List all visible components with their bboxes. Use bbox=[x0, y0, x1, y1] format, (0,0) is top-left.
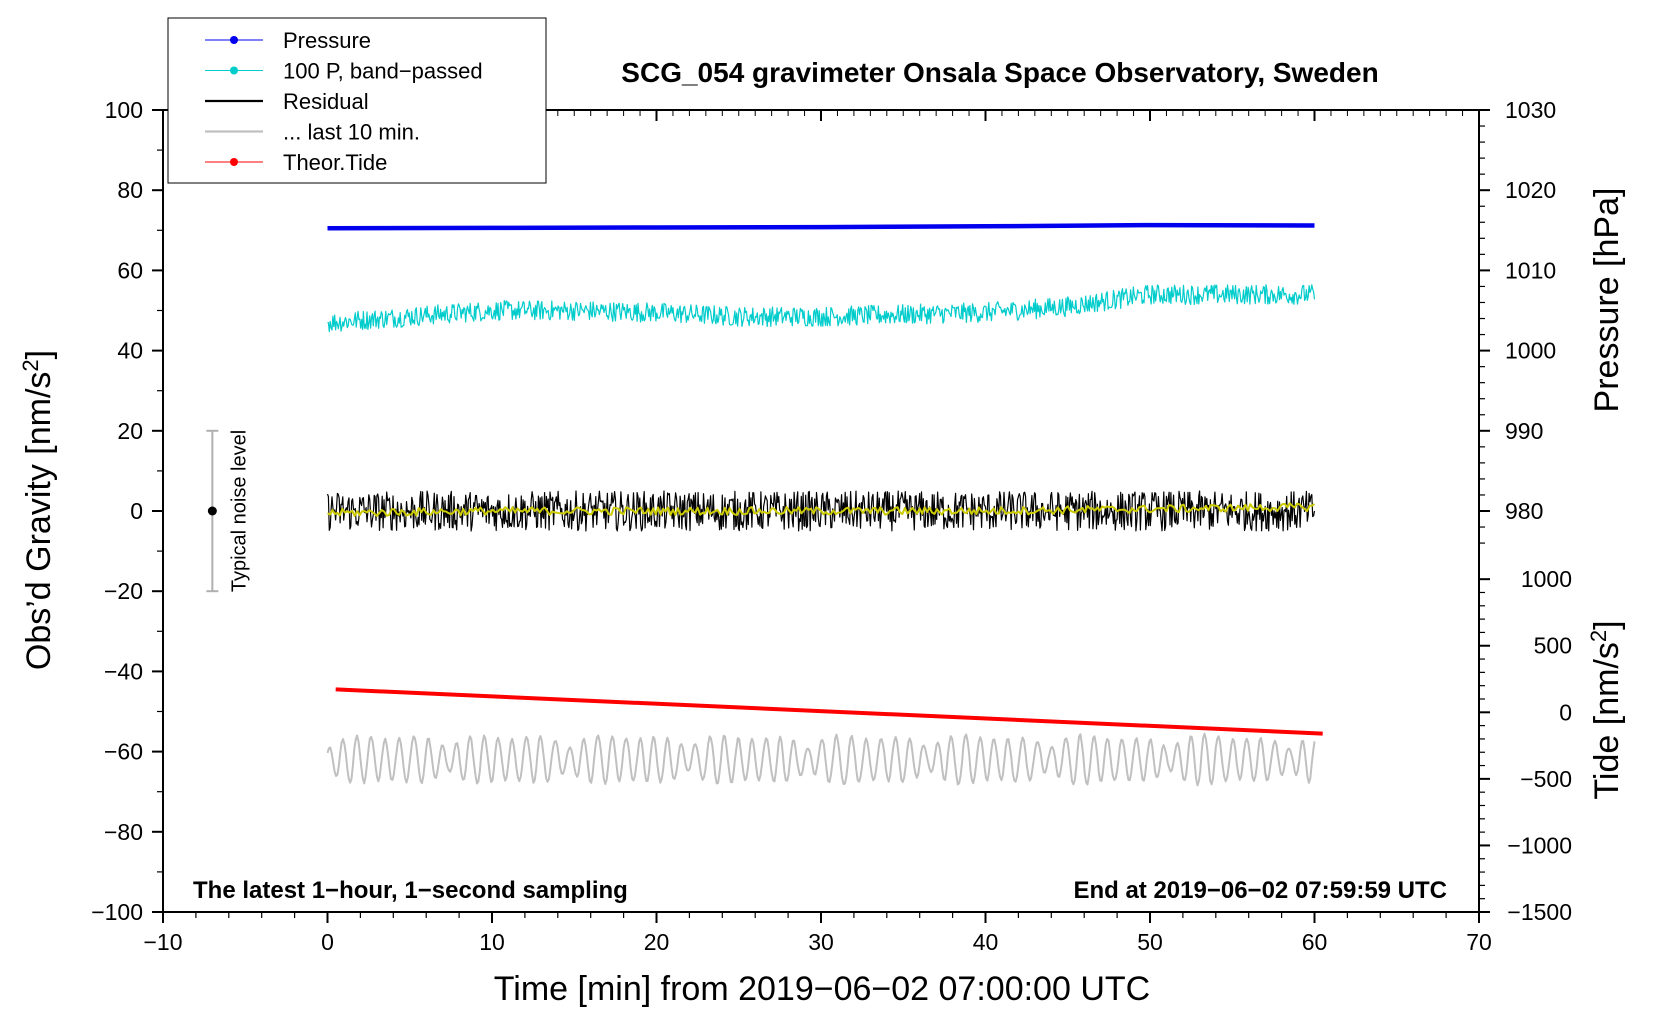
series-line-pressure bbox=[327, 222, 1315, 231]
legend-label-pressure: Pressure bbox=[283, 28, 371, 53]
x-axis-title: Time [min] from 2019−06−02 07:00:00 UTC bbox=[494, 970, 1150, 1008]
noise-label: Typical noise level bbox=[228, 430, 250, 592]
y-axis-title-tide: Tide [nm/s2] bbox=[1586, 620, 1626, 799]
y-tick-label: 20 bbox=[117, 418, 143, 444]
noise-marker: Typical noise level bbox=[206, 429, 250, 593]
legend-label-100-p-band-passed: 100 P, band−passed bbox=[283, 59, 483, 84]
y-axis-title-left: Obs’d Gravity [nm/s2] bbox=[18, 350, 58, 670]
x-tick-label: 10 bbox=[479, 929, 505, 955]
sampling-note: The latest 1−hour, 1−second sampling bbox=[193, 877, 628, 904]
y-tick-label: 100 bbox=[105, 97, 143, 123]
pressure-tick-label: 990 bbox=[1505, 418, 1543, 444]
legend-dot-pressure bbox=[230, 36, 238, 44]
legend-label-last-10-min: ... last 10 min. bbox=[283, 120, 420, 145]
pressure-tick-label: 1030 bbox=[1505, 97, 1556, 123]
series-line-last-10-min bbox=[326, 732, 1316, 787]
end-time-note: End at 2019−06−02 07:59:59 UTC bbox=[1073, 877, 1447, 904]
tide-tick-label: 500 bbox=[1534, 633, 1572, 659]
y-axis-title-left-sup: 2 bbox=[18, 359, 43, 371]
series-line-100-p-band-passed bbox=[327, 284, 1316, 333]
pressure-tick-label: 980 bbox=[1505, 498, 1543, 524]
y-tick-label: −100 bbox=[91, 899, 143, 925]
y-axis-title-left-close: ] bbox=[20, 350, 58, 359]
y-axis-title-left-base: Obs’d Gravity [nm/s bbox=[20, 372, 58, 671]
series-line-residual-smoothed bbox=[327, 502, 1316, 517]
y-axis-title-tide-close: ] bbox=[1588, 620, 1626, 629]
series-line-theor-tide bbox=[335, 687, 1323, 736]
y-tick-label: −60 bbox=[104, 739, 143, 765]
tide-tick-label: −1000 bbox=[1507, 832, 1572, 858]
x-tick-label: −10 bbox=[143, 929, 182, 955]
y-tick-label: 40 bbox=[117, 338, 143, 364]
y-axis-title-tide-sup: 2 bbox=[1586, 630, 1611, 642]
pressure-tick-label: 1020 bbox=[1505, 177, 1556, 203]
tide-tick-label: −500 bbox=[1520, 766, 1572, 792]
pressure-tick-label: 1000 bbox=[1505, 338, 1556, 364]
x-tick-label: 20 bbox=[644, 929, 670, 955]
series-line-residual bbox=[326, 490, 1316, 532]
tide-tick-label: 1000 bbox=[1521, 566, 1572, 592]
x-tick-label: 0 bbox=[321, 929, 334, 955]
y-tick-label: 0 bbox=[130, 498, 143, 524]
noise-center-dot bbox=[207, 506, 217, 516]
chart-title: SCG_054 gravimeter Onsala Space Observat… bbox=[621, 57, 1378, 88]
legend-dot-theor-tide bbox=[230, 158, 238, 166]
legend-label-residual: Residual bbox=[283, 89, 369, 114]
tide-tick-label: 0 bbox=[1559, 699, 1572, 725]
series-layer bbox=[326, 222, 1323, 787]
axis-ticks: −10 0 10 20 30 40 50 60 70100806040200−20−40−60−… bbox=[91, 97, 1572, 955]
legend-dot-100-p-band-passed bbox=[230, 66, 238, 75]
y-tick-label: −40 bbox=[104, 658, 143, 684]
tide-tick-label: −1500 bbox=[1507, 899, 1572, 925]
legend: Pressure 100 P, band−passed Residual ... la… bbox=[167, 17, 547, 184]
x-tick-label: 60 bbox=[1302, 929, 1328, 955]
y-axis-title-pressure: Pressure [hPa] bbox=[1588, 188, 1626, 413]
y-tick-label: 80 bbox=[117, 177, 143, 203]
x-tick-label: 50 bbox=[1137, 929, 1163, 955]
pressure-tick-label: 1010 bbox=[1505, 257, 1556, 283]
legend-label-theor-tide: Theor.Tide bbox=[283, 150, 387, 175]
y-tick-label: −80 bbox=[104, 819, 143, 845]
y-tick-label: 60 bbox=[117, 257, 143, 283]
x-tick-label: 70 bbox=[1466, 929, 1492, 955]
x-tick-label: 30 bbox=[808, 929, 834, 955]
x-tick-label: 40 bbox=[973, 929, 999, 955]
y-tick-label: −20 bbox=[104, 578, 143, 604]
y-axis-title-tide-base: Tide [nm/s bbox=[1588, 642, 1626, 799]
